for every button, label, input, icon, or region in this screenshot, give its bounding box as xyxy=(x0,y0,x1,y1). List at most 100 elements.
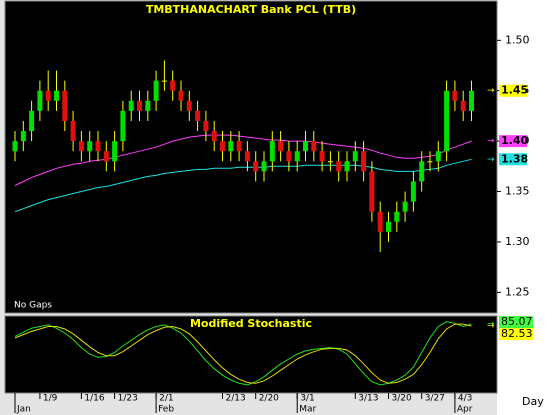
candle-body xyxy=(211,131,217,142)
month-label: Feb xyxy=(158,405,174,415)
candle-body xyxy=(78,141,84,152)
candle-body xyxy=(29,110,35,132)
candle-body xyxy=(394,211,400,222)
candle-body xyxy=(377,211,383,232)
candle-body xyxy=(278,141,284,152)
candle-body xyxy=(311,141,317,152)
x-tick-label: 1/9 xyxy=(43,394,58,404)
x-tick-label: 3/27 xyxy=(425,394,445,404)
last-value-label: 1.40 xyxy=(501,134,528,147)
stochastic-title: Modified Stochastic xyxy=(190,317,312,330)
month-label: Mar xyxy=(299,405,316,415)
candle-body xyxy=(435,151,441,162)
last-arrow: → xyxy=(487,320,495,330)
last-arrow: → xyxy=(487,86,495,96)
candle-body xyxy=(294,151,300,162)
candle-body xyxy=(95,141,101,152)
last-value-label: 82.53 xyxy=(501,327,533,340)
candle-body xyxy=(161,80,167,82)
candle-body xyxy=(286,151,292,162)
y-tick-label: 1.35 xyxy=(505,185,530,198)
candle-body xyxy=(20,131,26,142)
candle-body xyxy=(269,141,275,162)
candle-body xyxy=(236,141,242,152)
y-tick-label: 1.30 xyxy=(505,235,530,248)
axis-background xyxy=(497,0,560,415)
candle-body xyxy=(452,90,458,101)
candle-body xyxy=(469,90,474,111)
candle-body xyxy=(12,141,18,152)
candle-body xyxy=(178,90,184,101)
last-arrow: → xyxy=(487,137,495,147)
candle-body xyxy=(128,100,134,111)
candle-body xyxy=(203,120,209,132)
candle-body xyxy=(70,120,76,142)
last-value-box xyxy=(499,316,533,328)
candle-body xyxy=(54,90,59,101)
candle-body xyxy=(410,181,416,202)
candle-body xyxy=(460,100,466,111)
candle-body xyxy=(352,151,358,162)
candle-body xyxy=(244,151,250,162)
price-panel xyxy=(4,0,498,314)
candle-body xyxy=(62,90,68,121)
last-arrow: → xyxy=(487,155,495,165)
x-tick-label: 1/16 xyxy=(84,394,104,404)
candle-body xyxy=(402,201,408,212)
candle-body xyxy=(344,161,350,172)
candle-body xyxy=(261,161,267,172)
candle-body xyxy=(427,161,433,163)
candle-body xyxy=(361,151,367,172)
last-value-box xyxy=(499,84,527,97)
note: No Gaps xyxy=(14,301,52,311)
candle-body xyxy=(45,90,51,101)
candle-body xyxy=(87,141,93,152)
candle-body xyxy=(137,100,142,111)
chart-title: TMBTHANACHART Bank PCL (TTB) xyxy=(146,3,356,16)
candle-body xyxy=(170,80,176,91)
candle-body xyxy=(303,141,308,152)
candle-body xyxy=(319,151,325,162)
moving-average-line xyxy=(14,134,472,186)
y-tick-label: 1.50 xyxy=(505,33,530,46)
x-tick-label: 4/3 xyxy=(458,394,472,404)
x-tick-label: 1/23 xyxy=(118,394,138,404)
candle-body xyxy=(186,100,192,111)
candle-body xyxy=(444,90,450,152)
candle-body xyxy=(253,161,259,172)
last-value-label: 85.07 xyxy=(501,315,533,328)
x-tick-label: 3/1 xyxy=(300,394,314,404)
candle-body xyxy=(195,110,201,121)
last-value-box xyxy=(499,153,527,166)
last-arrow: → xyxy=(487,322,495,332)
candle-body xyxy=(120,110,126,142)
x-tick-label: 3/20 xyxy=(392,394,412,404)
y-tick-label: 1.25 xyxy=(505,285,530,298)
month-label: Jan xyxy=(16,405,31,415)
candle-body xyxy=(419,161,425,182)
x-tick-label: 2/1 xyxy=(159,394,173,404)
candle-body xyxy=(336,161,342,172)
candle-body xyxy=(220,141,225,152)
last-value-box xyxy=(499,328,533,340)
last-value-label: 1.38 xyxy=(501,152,528,165)
stochastic-line xyxy=(14,323,472,384)
last-value-label: 1.45 xyxy=(501,84,528,97)
last-value-box xyxy=(499,135,527,148)
x-tick-label: 2/20 xyxy=(259,394,279,404)
x-tick-label: 2/13 xyxy=(226,394,246,404)
candle-body xyxy=(112,141,118,162)
candle-body xyxy=(153,80,159,101)
x-tick-label: 3/13 xyxy=(358,394,378,404)
candle-body xyxy=(386,221,391,232)
candle-body xyxy=(369,171,375,212)
candle-body xyxy=(228,141,234,152)
moving-average-line xyxy=(14,158,472,213)
candle-body xyxy=(327,161,333,163)
x-axis-label: Day xyxy=(522,395,544,408)
candle-body xyxy=(37,90,43,111)
candle-body xyxy=(145,100,151,111)
stochastic-panel xyxy=(4,315,498,394)
